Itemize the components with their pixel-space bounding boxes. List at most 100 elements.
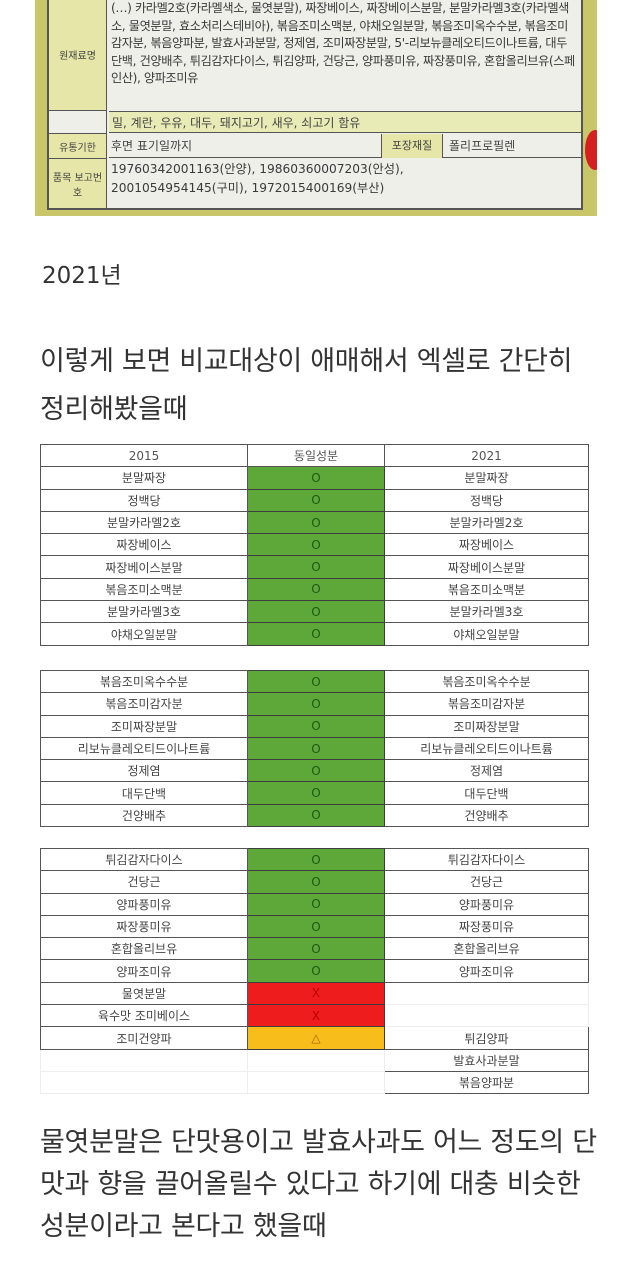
outro-text: 물엿분말은 단맛용이고 발효사과도 어느 정도의 단맛과 향을 끌어올릴수 있다… [40, 1127, 597, 1242]
table-row: 볶음양파분 [40, 1070, 589, 1095]
same-ingredient-mark: O [247, 488, 385, 512]
ingredient-2021: 리보뉴클레오티드이나트륨 [384, 736, 589, 761]
ingredient-2015: 짜장풍미유 [40, 914, 248, 939]
ingredient-2015: 볶음조미옥수수분 [40, 669, 248, 694]
same-ingredient-mark: O [247, 533, 385, 557]
same-ingredient-mark: O [247, 759, 385, 783]
ingredient-2015: 분말카라멜3호 [40, 600, 248, 624]
ingredient-2015: 건양배추 [40, 803, 248, 828]
table-row: 짜장베이스분말 O 짜장베이스분말 [40, 555, 589, 579]
ingredient-2015: 튀김감자다이스 [40, 847, 248, 872]
column-header: 2015 [40, 443, 248, 468]
same-ingredient-mark: O [247, 959, 385, 983]
column-header: 2021 [384, 443, 589, 468]
ingredient-2015: 짜장베이스분말 [40, 555, 248, 579]
ingredient-2015: 조미건양파 [40, 1026, 248, 1050]
ingredient-2021: 혼합올리브유 [384, 937, 589, 961]
same-ingredient-mark: O [247, 870, 385, 894]
ingredient-2021: 볶음조미감자분 [384, 692, 589, 716]
table-row: 건양배추 O 건양배추 [40, 803, 589, 828]
same-ingredient-mark: O [247, 692, 385, 716]
table-row: 혼합올리브유 O 혼합올리브유 [40, 937, 589, 961]
same-ingredient-mark: O [247, 555, 385, 579]
ingredient-2021: 발효사과분말 [384, 1048, 589, 1072]
ingredient-2015: 조미짜장분말 [40, 714, 248, 738]
ingredient-2021: 볶음양파분 [384, 1070, 589, 1095]
ingredient-label-photo: 원재료명 (…) 카라멜2호(카라멜색소, 물엿분말), 짜장베이스, 짜장베이… [35, 0, 597, 216]
same-ingredient-mark [247, 1048, 385, 1072]
ingredient-2021: 대두단백 [384, 781, 589, 805]
ingredient-2021: 양파조미유 [384, 959, 589, 983]
same-ingredient-mark [247, 1070, 385, 1095]
expiry-label: 유통기한 [49, 134, 107, 159]
table-row: 양파풍미유 O 양파풍미유 [40, 892, 589, 916]
ingredient-2021: 조미짜장분말 [384, 714, 589, 738]
ingredient-2021: 볶음조미옥수수분 [384, 669, 589, 694]
report-line-2: 20010549541​45(구미), 1972015400169(부산) [111, 181, 385, 195]
column-header: 동일성분 [247, 443, 385, 468]
same-ingredient-mark: O [247, 847, 385, 872]
same-ingredient-mark: O [247, 736, 385, 761]
same-ingredient-mark: O [247, 803, 385, 828]
table-row: 튀김감자다이스 O 튀김감자다이스 [40, 847, 589, 872]
same-ingredient-mark: △ [247, 1026, 385, 1050]
header-row: 2015 동일성분 2021 [40, 443, 589, 468]
ingredient-2021: 분말카라멜2호 [384, 510, 589, 535]
ingredient-2015: 분말카라멜2호 [40, 510, 248, 535]
same-ingredient-mark: O [247, 466, 385, 490]
comparison-table-group-1: 2015 동일성분 2021 분말짜장 O 분말짜장 정백당 O 정백당 분말카라멜2호 O 분말카라… [40, 443, 589, 646]
ingredient-2015: 리보뉴클레오티드이나트륨 [40, 736, 248, 761]
ingredient-2021: 튀김감자다이스 [384, 847, 589, 872]
ingredient-2021: 튀김양파 [384, 1026, 589, 1050]
red-logo-mark [585, 130, 597, 170]
table-row: 리보뉴클레오티드이나트륨 O 리보뉴클레오티드이나트륨 [40, 736, 589, 761]
same-ingredient-mark: O [247, 937, 385, 961]
ingredient-2021: 분말짜장 [384, 466, 589, 490]
ingredient-2015: 양파조미유 [40, 959, 248, 983]
table-row: 볶음조미옥수수분 O 볶음조미옥수수분 [40, 669, 589, 694]
ingredient-2021: 양파풍미유 [384, 892, 589, 916]
intro-text: 이렇게 보면 비교대상이 애매해서 엑셀로 간단히 정리해봤을때 [40, 346, 573, 425]
ingredients-text: (…) 카라멜2호(카라멜색소, 물엿분말), 짜장베이스, 짜장베이스분말, … [111, 1, 575, 85]
ingredient-2021: 볶음조미소맥분 [384, 577, 589, 602]
ingredient-2021 [384, 981, 589, 1006]
ingredient-2015: 대두단백 [40, 781, 248, 805]
ingredient-2015: 짜장베이스 [40, 533, 248, 557]
table-row: 짜장풍미유 O 짜장풍미유 [40, 914, 589, 939]
same-ingredient-mark: O [247, 892, 385, 916]
same-ingredient-mark: O [247, 914, 385, 939]
table-row: 정백당 O 정백당 [40, 488, 589, 512]
ingredient-2015: 분말짜장 [40, 466, 248, 490]
ingredient-2015: 혼합올리브유 [40, 937, 248, 961]
table-row: 조미짜장분말 O 조미짜장분말 [40, 714, 589, 738]
comparison-table-group-3: 튀김감자다이스 O 튀김감자다이스 건당근 O 건당근 양파풍미유 O 양파풍미유 짜장풍미유 O 짜… [40, 847, 589, 1095]
ingredient-2021: 야채오일분말 [384, 622, 589, 646]
table-row: 물엿분말 X [40, 981, 589, 1006]
table-row: 야채오일분말 O 야채오일분말 [40, 622, 589, 646]
report-line-1: 19760342001163(안양), 19860360007203(안성), [111, 162, 404, 176]
ingredient-2021: 건당근 [384, 870, 589, 894]
table-row: 분말짜장 O 분말짜장 [40, 466, 589, 490]
table-row: 발효사과분말 [40, 1048, 589, 1072]
table-row: 분말카라멜2호 O 분말카라멜2호 [40, 510, 589, 535]
ingredient-2015: 볶음조미소맥분 [40, 577, 248, 602]
table-row: 짜장베이스 O 짜장베이스 [40, 533, 589, 557]
ingredient-2015 [40, 1070, 248, 1095]
table-row: 조미건양파 △ 튀김양파 [40, 1026, 589, 1050]
ingredient-2021: 정백당 [384, 488, 589, 512]
expiry-row: 후면 표기일까지 포장재질 폴리프로필렌 [109, 134, 581, 158]
table-row: 건당근 O 건당근 [40, 870, 589, 894]
packaging-label: 포장재질 [381, 134, 443, 158]
report-label: 품목 보고번호 [49, 159, 107, 209]
allergy-label-cell [49, 111, 107, 134]
same-ingredient-mark: O [247, 781, 385, 805]
table-row: 정제염 O 정제염 [40, 759, 589, 783]
expiry-value: 후면 표기일까지 [111, 139, 193, 153]
same-ingredient-mark: O [247, 669, 385, 694]
table-row: 대두단백 O 대두단백 [40, 781, 589, 805]
ingredients-label: 원재료명 [49, 0, 107, 111]
same-ingredient-mark: X [247, 1004, 385, 1028]
report-numbers: 19760342001163(안양), 19860360007203(안성), … [109, 160, 581, 198]
ingredient-2021 [384, 1004, 589, 1028]
ingredient-2015: 물엿분말 [40, 981, 248, 1006]
